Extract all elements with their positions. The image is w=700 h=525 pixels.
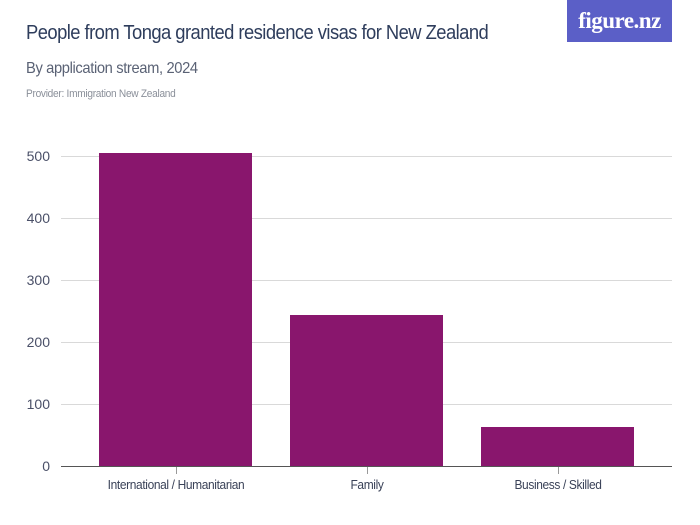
chart-subtitle: By application stream, 2024 <box>26 60 198 77</box>
y-tick-label: 300 <box>26 272 50 288</box>
gridline <box>61 280 672 281</box>
x-tick-mark <box>557 467 559 474</box>
gridline <box>61 156 672 157</box>
x-tick-label: Family <box>349 477 384 492</box>
y-tick-label: 500 <box>26 148 50 164</box>
bar[interactable] <box>481 426 634 466</box>
bar[interactable] <box>290 314 443 466</box>
provider-text: Provider: Immigration New Zealand <box>26 88 176 100</box>
y-tick-label: 400 <box>26 210 50 226</box>
y-tick-label: 200 <box>26 334 50 350</box>
gridline <box>61 218 672 219</box>
x-tick-mark <box>175 467 177 474</box>
x-tick-label: Business / Skilled <box>513 477 602 492</box>
x-axis-line <box>61 466 672 467</box>
x-tick-mark <box>366 467 368 474</box>
bar[interactable] <box>99 152 252 466</box>
x-tick-label: International / Humanitarian <box>107 477 244 492</box>
figure-nz-logo[interactable]: figure.nz <box>567 0 672 42</box>
y-tick-label: 100 <box>26 396 50 412</box>
y-tick-label: 0 <box>42 458 50 474</box>
chart-title: People from Tonga granted residence visa… <box>26 22 489 44</box>
